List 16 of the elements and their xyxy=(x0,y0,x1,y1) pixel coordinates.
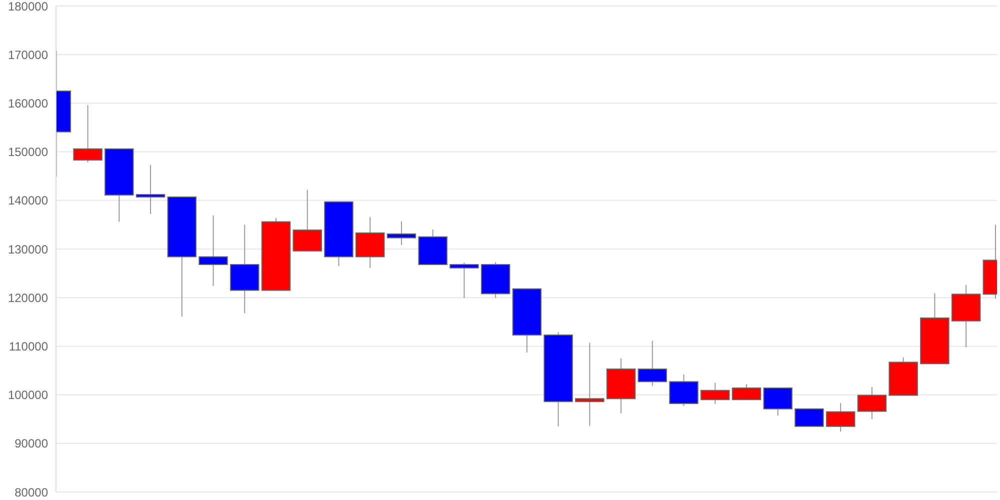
y-tick-label: 160000 xyxy=(8,96,48,110)
candlestick xyxy=(575,342,604,426)
candlestick xyxy=(450,262,479,299)
y-tick-label: 110000 xyxy=(8,339,48,354)
candlestick xyxy=(386,220,416,246)
y-tick-label: 130000 xyxy=(8,242,48,256)
y-tick-label: 140000 xyxy=(8,194,48,208)
y-tick-label: 90000 xyxy=(14,436,48,451)
y-tick-label: 170000 xyxy=(8,48,48,62)
y-tick-label: 180000 xyxy=(8,0,48,14)
y-tick-label: 100000 xyxy=(8,388,48,402)
candlestick xyxy=(136,164,166,215)
y-tick-label: 150000 xyxy=(8,145,48,160)
y-tick-label: 120000 xyxy=(8,290,48,305)
candlestick xyxy=(198,214,228,286)
y-tick-label: 80000 xyxy=(14,485,48,500)
